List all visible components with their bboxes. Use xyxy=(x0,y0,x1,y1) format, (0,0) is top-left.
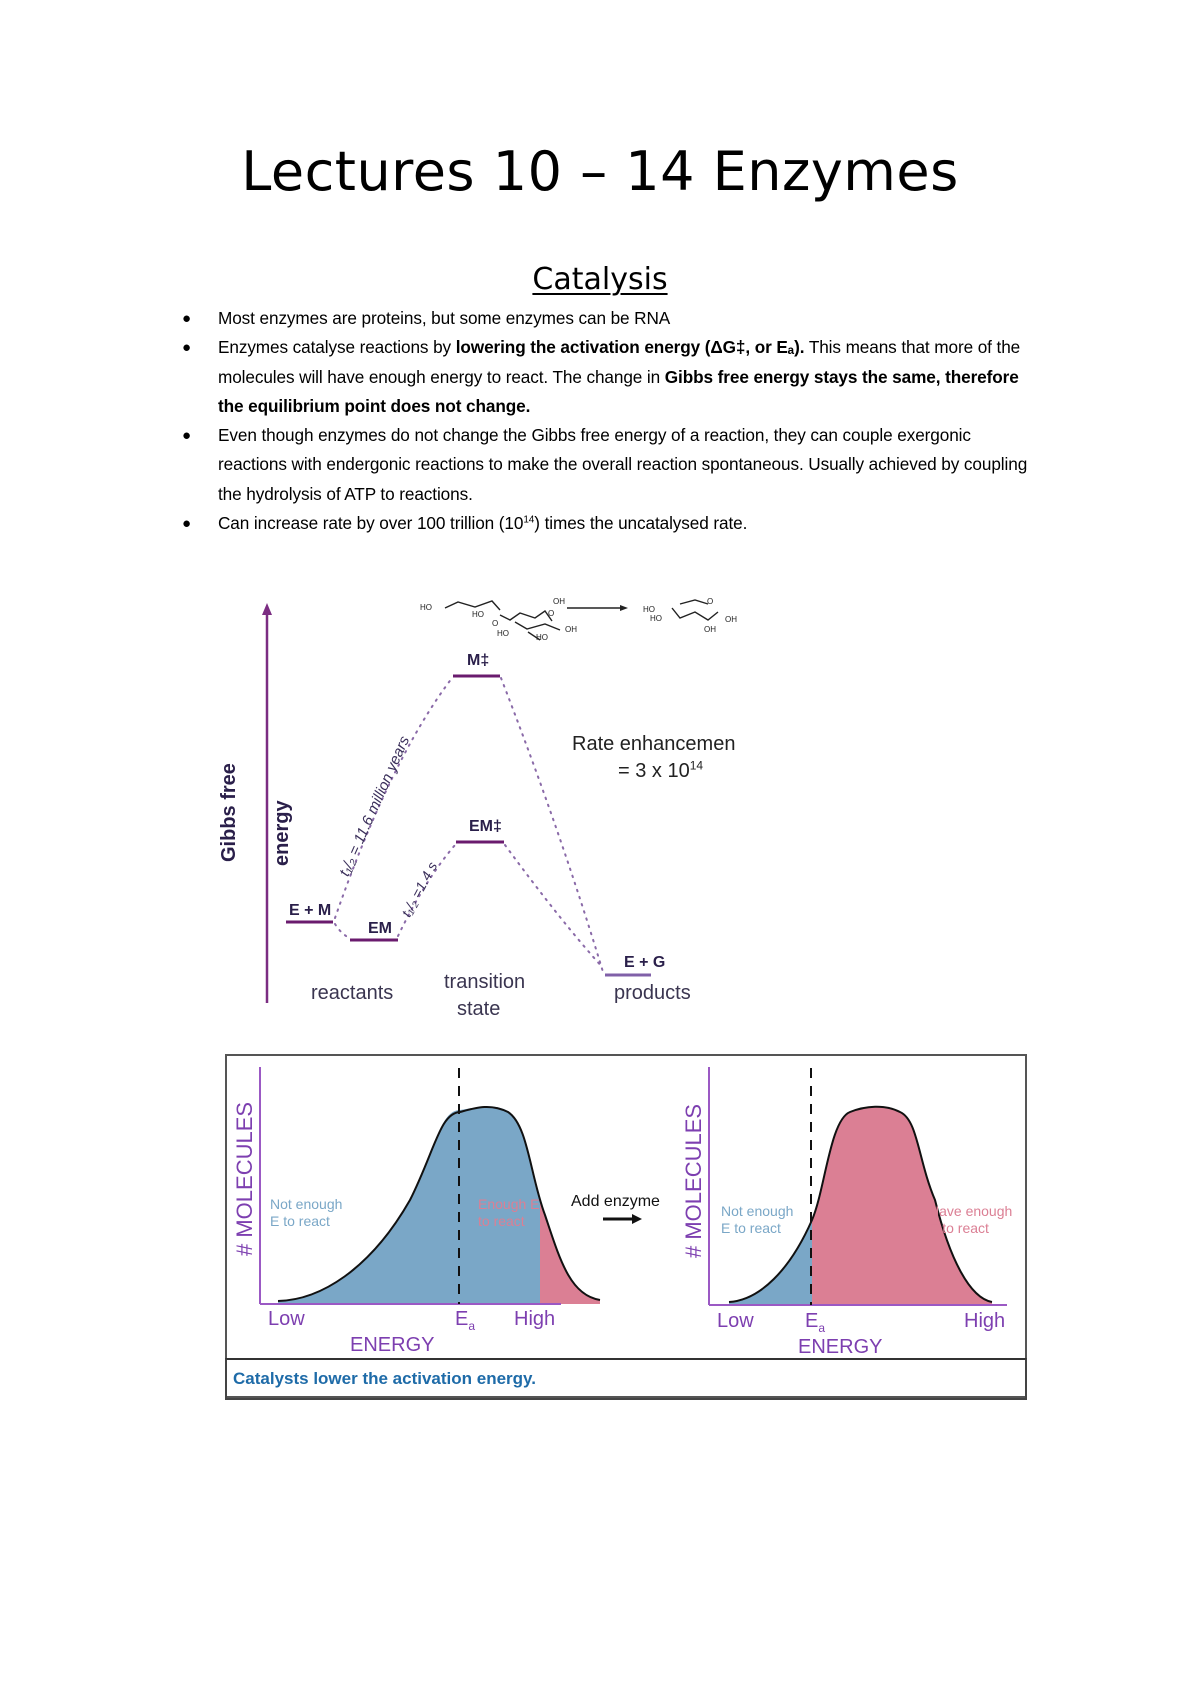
svg-text:O: O xyxy=(492,619,498,628)
left-blue-area xyxy=(278,1106,540,1304)
figure-caption-box: Catalysts lower the activation energy. xyxy=(225,1358,1027,1400)
right-x-ea: Ea xyxy=(805,1310,825,1335)
bullet-item: ● Even though enzymes do not change the G… xyxy=(182,421,1042,509)
svg-text:HO: HO xyxy=(497,629,509,638)
right-blue-area xyxy=(729,1220,812,1304)
right-x-high: High xyxy=(964,1310,1006,1332)
left-ea-symbol: E xyxy=(455,1308,469,1330)
rate-enhancement-base: = 3 x 10 xyxy=(618,760,690,782)
left-ea-subscript: a xyxy=(468,1319,476,1333)
svg-text:HO: HO xyxy=(643,605,655,614)
right-curve xyxy=(728,1105,993,1303)
svg-text:OH: OH xyxy=(725,615,737,624)
svg-text:OH: OH xyxy=(565,625,577,634)
bullet-item: ● Enzymes catalyse reactions by lowering … xyxy=(182,333,1042,421)
right-ea-subscript: a xyxy=(818,1321,826,1335)
add-enzyme-label: Add enzyme xyxy=(571,1193,660,1210)
y-axis-arrowhead-icon xyxy=(262,603,272,615)
bullet-text: ) times the uncatalysed rate. xyxy=(534,513,748,534)
document-title: Lectures 10 – 14 Enzymes xyxy=(241,140,959,203)
right-not-enough-line2: E to react xyxy=(721,1220,781,1236)
bullet-text: Most enzymes are proteins, but some enzy… xyxy=(218,308,671,328)
right-enough-line2: E to react xyxy=(929,1220,989,1236)
left-x-low: Low xyxy=(268,1308,305,1330)
rate-enhancement-value: = 3 x 1014 xyxy=(618,758,704,783)
bullet-bold-text: lowering the activation energy (ΔG‡, or … xyxy=(455,337,805,358)
binding-step xyxy=(334,923,351,939)
x-label-transition: transition xyxy=(444,971,526,993)
figure-caption: Catalysts lower the activation energy. xyxy=(233,1369,536,1388)
bullet-bold-text: Gibbs free energy stays the same, theref… xyxy=(218,366,1019,416)
right-ea-symbol: E xyxy=(805,1310,819,1332)
svg-text:O: O xyxy=(707,597,713,606)
left-not-enough-label: Not enough E to react xyxy=(270,1196,342,1230)
add-enzyme-arrow-icon xyxy=(632,1214,642,1224)
left-enough-line1: Enough E xyxy=(478,1196,540,1212)
bullet-icon: ● xyxy=(182,339,191,357)
catalysed-fall xyxy=(504,844,604,969)
rate-enhancement-label: Rate enhancemen xyxy=(572,733,736,755)
bullet-icon: ● xyxy=(182,310,191,327)
right-enough-line1: Have enough xyxy=(929,1203,1013,1219)
label-e-plus-m: E + M xyxy=(289,902,332,919)
bullet-text: Even though enzymes do not change the Gi… xyxy=(218,425,1028,504)
glucose-structure-icon xyxy=(671,599,719,621)
reaction-arrow-icon xyxy=(620,605,628,611)
maltose-structure-icon xyxy=(444,600,561,641)
left-pink-area xyxy=(540,1200,600,1304)
right-x-axis-label: ENERGY xyxy=(798,1336,883,1358)
svg-text:HO: HO xyxy=(472,610,484,619)
reaction-paths xyxy=(334,677,604,973)
right-enough-label: Have enough E to react xyxy=(929,1203,1012,1237)
right-y-axis-label: # MOLECULES xyxy=(681,1103,706,1258)
label-m-ts: M‡ xyxy=(467,652,490,669)
left-not-enough-line2: E to react xyxy=(270,1213,330,1229)
left-x-axis-label: ENERGY xyxy=(350,1334,435,1356)
left-x-ea: Ea xyxy=(455,1308,475,1333)
x-label-products: products xyxy=(614,982,691,1004)
svg-text:HO: HO xyxy=(420,603,432,612)
rate-enhancement-exponent: 14 xyxy=(689,758,704,773)
bullet-text: Enzymes catalyse reactions by xyxy=(218,337,456,358)
uncatalysed-rise xyxy=(334,677,453,919)
x-label-state: state xyxy=(457,998,501,1020)
bullet-icon: ● xyxy=(182,427,191,445)
bullet-item: ● Most enzymes are proteins, but some enz… xyxy=(182,304,1042,333)
distribution-panel xyxy=(225,1054,1027,1398)
section-heading-catalysis: Catalysis xyxy=(532,262,668,297)
bullet-item: ● Can increase rate by over 100 trillion … xyxy=(182,509,1042,538)
bullet-icon: ● xyxy=(182,515,191,533)
right-x-low: Low xyxy=(717,1310,754,1332)
left-enough-line2: to react xyxy=(478,1213,525,1229)
label-em-ts: EM‡ xyxy=(469,818,502,835)
right-not-enough-line1: Not enough xyxy=(721,1203,794,1219)
left-x-high: High xyxy=(514,1308,556,1330)
bullet-text: This means that more of the molecules wi… xyxy=(218,337,1021,387)
svg-text:HO: HO xyxy=(536,633,548,642)
uncatalysed-fall xyxy=(500,677,604,973)
right-not-enough-label: Not enough E to react xyxy=(721,1203,793,1237)
left-y-axis-label: # MOLECULES xyxy=(232,1101,257,1256)
label-em: EM xyxy=(368,920,392,937)
svg-text:OH: OH xyxy=(553,597,565,606)
bullet-text: Can increase rate by over 100 trillion (… xyxy=(218,513,524,534)
left-curve xyxy=(277,1105,601,1302)
svg-text:OH: OH xyxy=(704,625,716,634)
x-label-reactants: reactants xyxy=(311,982,394,1004)
bullet-superscript: 14 xyxy=(523,514,535,526)
catalysed-rise xyxy=(397,844,456,937)
svg-text:O: O xyxy=(548,609,554,618)
label-e-plus-g: E + G xyxy=(624,954,666,971)
left-not-enough-line1: Not enough xyxy=(270,1196,343,1212)
right-pink-area xyxy=(812,1106,992,1304)
bullet-list: ● Most enzymes are proteins, but some enz… xyxy=(182,304,1042,538)
svg-text:HO: HO xyxy=(650,614,662,623)
